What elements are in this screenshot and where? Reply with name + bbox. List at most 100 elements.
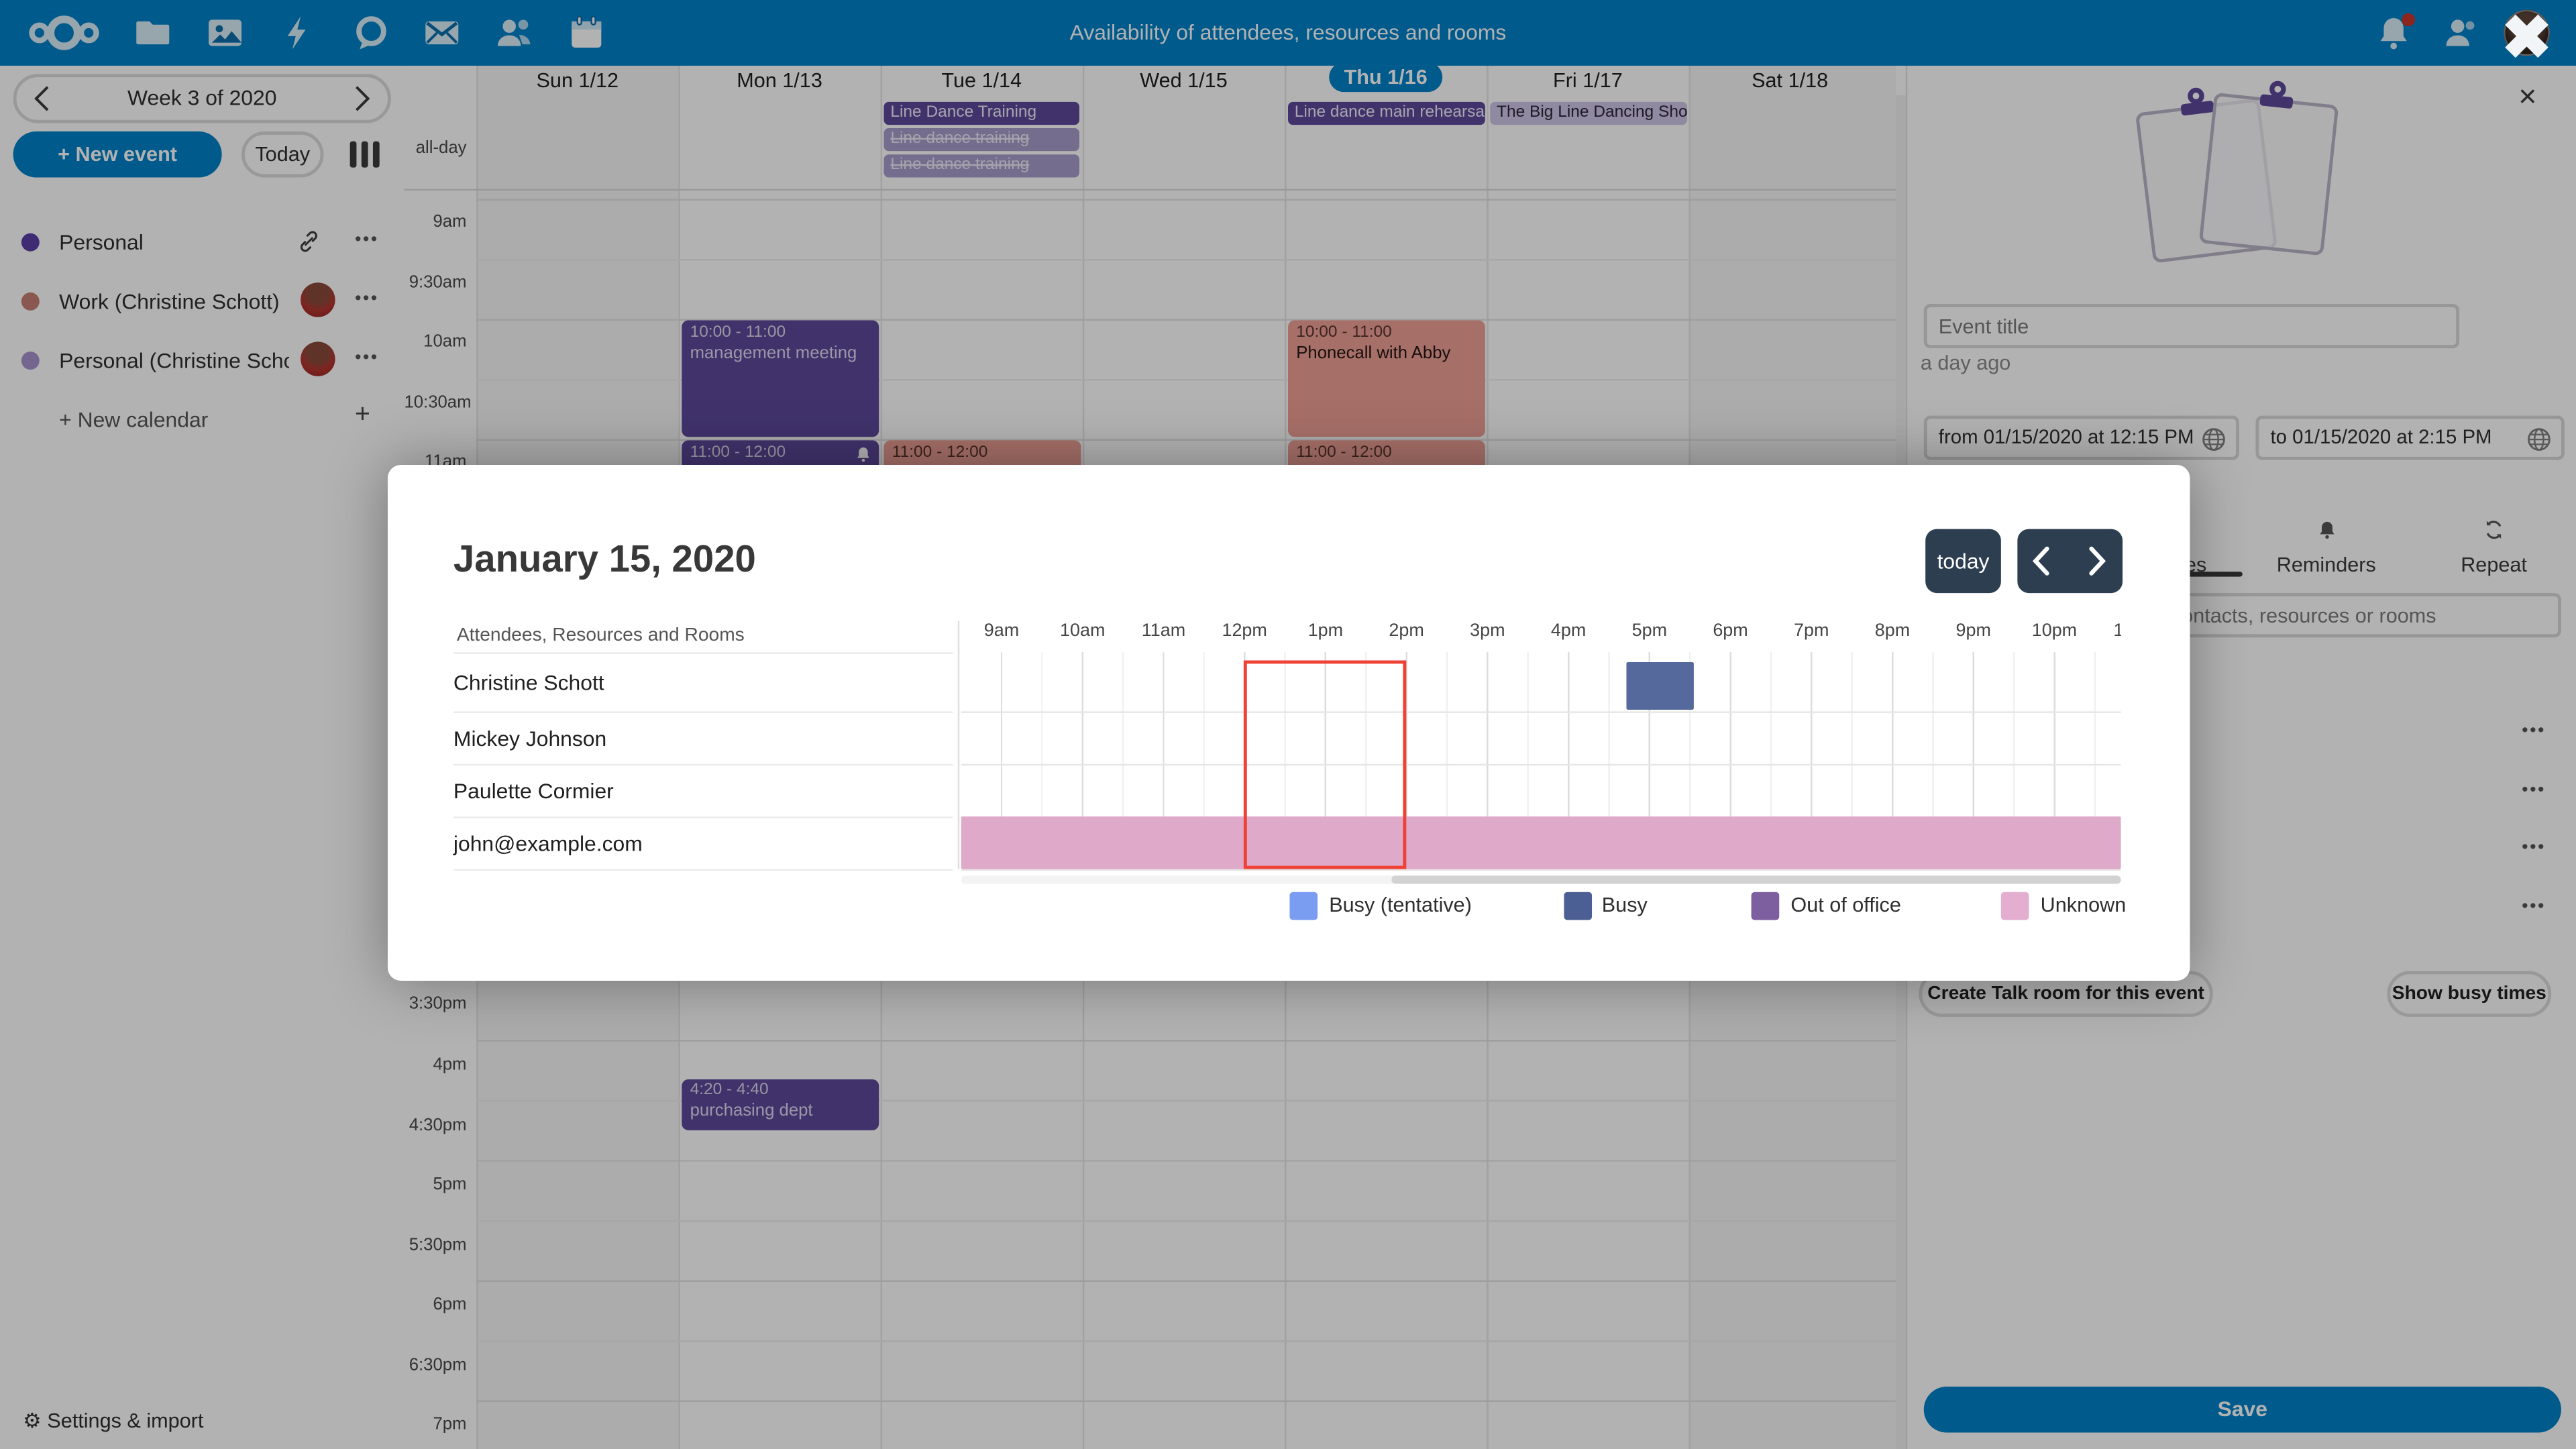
- allday-event[interactable]: Line dance main rehearsal: [1288, 101, 1485, 125]
- week-view-toggle-icon[interactable]: [350, 141, 380, 168]
- tab-reminders[interactable]: Reminders: [2253, 519, 2400, 577]
- attendee-menu-button[interactable]: •••: [2522, 837, 2546, 858]
- next-day-button[interactable]: [2070, 529, 2123, 594]
- legend-swatch-tentative: [1289, 892, 1318, 920]
- attendee-menu-button[interactable]: •••: [2522, 780, 2546, 800]
- calendar-color-dot: [21, 352, 40, 370]
- calendar-item-personal-christine[interactable]: Personal (Christine Scho… •••: [0, 337, 404, 383]
- legend-swatch-busy: [1564, 892, 1593, 920]
- calendar-name: Work (Christine Schott): [59, 289, 280, 314]
- timezone-globe-icon[interactable]: [2200, 425, 2228, 453]
- allday-event-declined[interactable]: Line dance training: [883, 154, 1079, 178]
- attendees-column-header: Attendees, Resources and Rooms: [456, 626, 745, 646]
- attendee-name-column: Christine Schott Mickey Johnson Paulette…: [453, 621, 953, 871]
- attendee-name: john@example.com: [453, 818, 953, 871]
- modal-day-pager: [2017, 529, 2123, 594]
- time-label: 9am: [433, 211, 467, 232]
- legend-label: Busy: [1601, 894, 1648, 917]
- new-calendar-button[interactable]: + New calendar +: [0, 396, 404, 442]
- notifications-bell-icon[interactable]: [2374, 13, 2414, 53]
- reminder-bell-icon: [857, 447, 869, 462]
- end-date-field[interactable]: to 01/15/2020 at 2:15 PM: [2255, 415, 2565, 460]
- event-phonecall-abby[interactable]: 10:00 - 11:00 Phonecall with Abby: [1288, 320, 1485, 437]
- shared-by-avatar: [301, 341, 335, 376]
- modal-date-title: January 15, 2020: [453, 537, 756, 580]
- legend-label: Busy (tentative): [1329, 894, 1472, 917]
- selected-time-range[interactable]: [1243, 660, 1407, 869]
- files-icon[interactable]: [133, 13, 172, 53]
- settings-label: Settings & import: [47, 1409, 204, 1433]
- talk-icon[interactable]: [352, 13, 391, 53]
- save-button[interactable]: Save: [1923, 1386, 2561, 1433]
- calendar-color-dot: [21, 233, 40, 252]
- contacts-app-icon[interactable]: [494, 13, 534, 53]
- legend-swatch-out-of-office: [1751, 892, 1780, 920]
- calendar-menu-button[interactable]: •••: [354, 348, 379, 368]
- legend-label: Out of office: [1790, 894, 1901, 917]
- photos-icon[interactable]: [205, 13, 245, 53]
- contacts-menu-icon[interactable]: [2441, 13, 2481, 53]
- nextcloud-logo[interactable]: [26, 13, 102, 53]
- settings-import-button[interactable]: ⚙ Settings & import: [23, 1408, 204, 1433]
- start-date-field[interactable]: from 01/15/2020 at 12:15 PM: [1923, 415, 2239, 460]
- event-title-input[interactable]: [1923, 304, 2460, 349]
- allday-separator: [404, 189, 1906, 191]
- scrollbar-handle[interactable]: [1391, 875, 2121, 884]
- time-label: 5:30pm: [409, 1234, 467, 1255]
- calendar-menu-button[interactable]: •••: [354, 229, 379, 250]
- attendee-name: Paulette Cormier: [453, 765, 953, 818]
- time-label: 3:30pm: [409, 994, 467, 1014]
- availability-grid[interactable]: [961, 652, 2121, 871]
- column-separator: [957, 621, 960, 869]
- allday-label: all-day: [415, 138, 467, 158]
- show-busy-times-button[interactable]: Show busy times: [2387, 971, 2552, 1017]
- day-header-tue[interactable]: Tue 1/14: [941, 68, 1022, 93]
- day-header-sun[interactable]: Sun 1/12: [536, 68, 619, 93]
- calendar-app-icon[interactable]: [567, 13, 606, 53]
- activity-icon[interactable]: [279, 13, 319, 53]
- previous-day-button[interactable]: [2017, 529, 2070, 594]
- attendee-name: Christine Schott: [453, 654, 953, 713]
- tab-repeat[interactable]: Repeat: [2420, 519, 2567, 577]
- today-button[interactable]: Today: [241, 131, 324, 178]
- day-header-sat[interactable]: Sat 1/18: [1752, 68, 1829, 93]
- calendar-menu-button[interactable]: •••: [354, 289, 379, 309]
- top-header-bar: Availability of attendees, resources and…: [0, 0, 2576, 66]
- legend-label: Unknown: [2040, 894, 2127, 917]
- week-label[interactable]: Week 3 of 2020: [127, 85, 277, 111]
- day-header-fri[interactable]: Fri 1/17: [1553, 68, 1623, 93]
- event-purchasing-dept[interactable]: 4:20 - 4:40 purchasing dept: [682, 1079, 879, 1130]
- mail-icon[interactable]: [422, 13, 462, 53]
- time-label: 4pm: [433, 1055, 467, 1075]
- next-week-button[interactable]: [338, 80, 381, 117]
- share-link-icon[interactable]: [296, 228, 322, 254]
- time-label: 4:30pm: [409, 1114, 467, 1135]
- availability-modal: January 15, 2020 today Attendees, Resour…: [387, 465, 2190, 981]
- cursor-x-icon: [2505, 14, 2548, 58]
- modal-today-button[interactable]: today: [1925, 529, 2001, 594]
- previous-week-button[interactable]: [23, 80, 66, 117]
- attendee-menu-button[interactable]: •••: [2522, 897, 2546, 917]
- last-modified-text: a day ago: [1920, 352, 2011, 375]
- allday-event-free[interactable]: The Big Line Dancing Show: [1490, 101, 1688, 125]
- event-management-meeting[interactable]: 10:00 - 11:00 management meeting: [682, 320, 879, 437]
- new-event-button[interactable]: + New event: [13, 131, 222, 178]
- allday-event[interactable]: Line Dance Training: [883, 101, 1079, 125]
- time-label: 7pm: [433, 1415, 467, 1435]
- day-header-thu-active[interactable]: Thu 1/16: [1285, 65, 1487, 93]
- attendee-menu-button[interactable]: •••: [2522, 721, 2546, 741]
- page-title: Availability of attendees, resources and…: [1069, 19, 1507, 45]
- allday-event-declined[interactable]: Line dance training: [883, 128, 1079, 152]
- busy-block-christine: [1626, 661, 1694, 710]
- close-editor-icon[interactable]: ×: [2518, 80, 2537, 115]
- timezone-globe-icon[interactable]: [2525, 425, 2553, 453]
- shared-by-avatar: [301, 282, 335, 317]
- calendar-item-work-christine[interactable]: Work (Christine Schott) •••: [0, 278, 404, 324]
- day-header-wed[interactable]: Wed 1/15: [1140, 68, 1228, 93]
- time-label: 6:30pm: [409, 1355, 467, 1375]
- calendar-name: Personal: [59, 229, 144, 255]
- day-header-mon[interactable]: Mon 1/13: [737, 68, 822, 93]
- new-calendar-label: + New calendar: [59, 407, 209, 433]
- calendar-item-personal[interactable]: Personal •••: [0, 219, 404, 265]
